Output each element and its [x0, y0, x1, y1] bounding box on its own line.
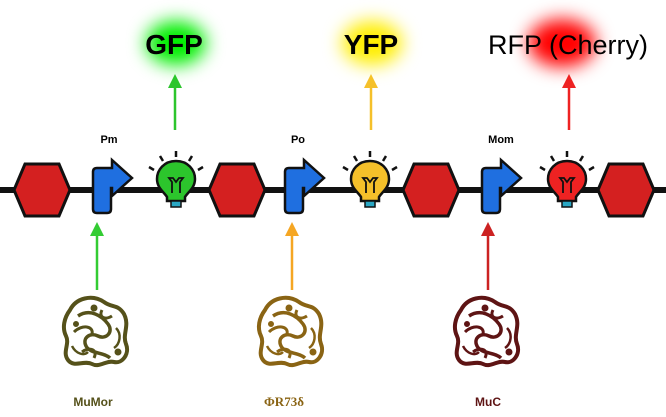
- protein-label-muc: MuC: [475, 395, 501, 409]
- promoter-arrow-pm: [91, 157, 134, 215]
- activator-arrow-muc: [481, 222, 495, 290]
- protein-label-mumor: MuMor: [73, 395, 113, 409]
- protein-structure-mumor: [61, 295, 130, 368]
- protein-structure-phir73: [256, 295, 325, 368]
- protein-structure-muc: [452, 295, 521, 368]
- terminator-2: [207, 162, 267, 218]
- rfp-glow: [528, 19, 596, 67]
- yfp-glow: [342, 21, 402, 65]
- reporter-label-yfp: YFP: [344, 29, 398, 60]
- activator-arrow-phir73: [285, 222, 299, 290]
- reporter-label-rfp: RFP (Cherry): [488, 30, 648, 60]
- terminator-3: [401, 162, 461, 218]
- protein-label-phir73: ΦR73δ: [264, 394, 304, 409]
- promoter-arrow-mom: [480, 157, 523, 215]
- reporter-bulb-yfp: [341, 149, 399, 208]
- promoter-label-mom: Mom: [488, 134, 514, 146]
- reporter-label-gfp: GFP: [145, 29, 203, 60]
- gfp-glow: [146, 21, 206, 65]
- reporter-bulb-rfp: [538, 149, 596, 208]
- promoter-arrow-po: [283, 157, 326, 215]
- reporter-bulb-gfp: [147, 149, 205, 208]
- terminator-4: [596, 162, 656, 218]
- reporter-arrow-gfp: [168, 74, 182, 130]
- terminator-1: [12, 162, 72, 218]
- promoter-label-po: Po: [291, 134, 305, 146]
- promoter-label-pm: Pm: [100, 134, 117, 146]
- reporter-arrow-rfp: [562, 74, 576, 130]
- activator-arrow-mumor: [90, 222, 104, 290]
- reporter-arrow-yfp: [364, 74, 378, 130]
